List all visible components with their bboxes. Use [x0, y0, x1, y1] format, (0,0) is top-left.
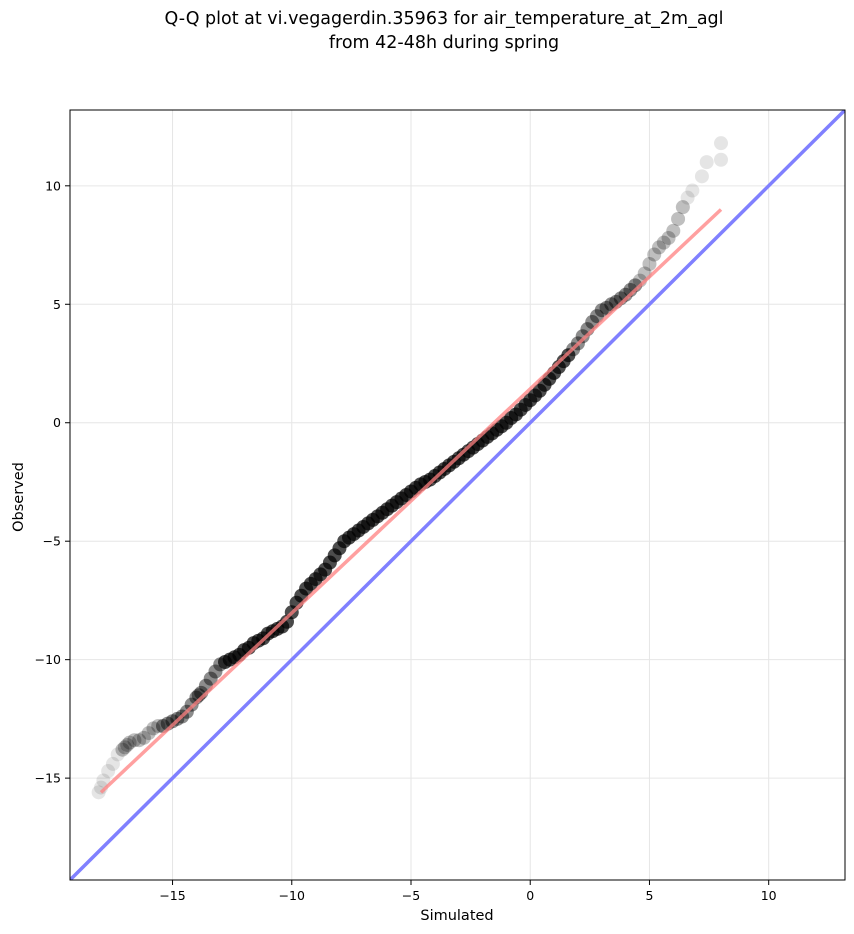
- chart-title-line-2: from 42-48h during spring: [329, 33, 559, 53]
- x-tick-label: 5: [645, 888, 653, 903]
- data-point: [136, 730, 151, 745]
- data-point: [91, 785, 106, 800]
- y-tick-label: −5: [43, 534, 61, 549]
- data-point: [594, 303, 609, 318]
- data-point: [590, 309, 604, 324]
- data-point: [165, 714, 180, 729]
- x-tick-label: −5: [402, 888, 420, 903]
- x-tick-label: −10: [279, 888, 305, 903]
- data-point: [122, 735, 137, 750]
- y-axis-label: Observed: [11, 462, 27, 532]
- data-point: [105, 756, 120, 771]
- data-point: [208, 664, 223, 679]
- x-tick-label: 10: [761, 888, 777, 903]
- data-point: [575, 329, 590, 344]
- data-point: [203, 671, 218, 686]
- data-point: [96, 773, 111, 788]
- data-point: [151, 719, 166, 733]
- data-point: [656, 235, 671, 250]
- data-point: [110, 747, 125, 762]
- y-tick-label: 10: [45, 178, 61, 193]
- data-point: [101, 764, 116, 779]
- axes: −15 −10 −5 0 5 10 −15 −10 −5 0 5 10: [35, 109, 846, 903]
- data-point: [117, 740, 132, 755]
- data-point: [115, 742, 130, 757]
- data-point: [666, 223, 681, 238]
- data-point: [685, 183, 700, 198]
- data-point: [714, 136, 728, 151]
- data-point: [120, 737, 135, 752]
- plot-frame: [69, 109, 846, 881]
- data-point: [661, 230, 676, 245]
- plot-area: [70, 110, 845, 880]
- data-point: [671, 211, 686, 226]
- data-point: [680, 190, 695, 205]
- grid: [70, 110, 845, 880]
- y-tick-label: 0: [53, 415, 61, 430]
- chart-title-line-1: Q-Q plot at vi.vegagerdin.35963 for air_…: [164, 9, 723, 29]
- data-point: [132, 733, 147, 748]
- data-point: [694, 169, 709, 184]
- data-point: [146, 721, 161, 736]
- data-point: [652, 240, 666, 255]
- data-point: [675, 200, 690, 215]
- x-axis-label: Simulated: [420, 908, 493, 924]
- data-point: [642, 257, 657, 271]
- identity-line: [70, 110, 845, 880]
- data-point: [699, 155, 714, 170]
- data-point: [141, 726, 156, 741]
- y-tick-label: −10: [35, 652, 61, 667]
- data-point: [714, 152, 728, 167]
- data-point: [618, 287, 633, 302]
- y-tick-label: −15: [35, 771, 61, 786]
- fit-line: [99, 208, 723, 794]
- x-tick-label: 0: [526, 888, 534, 903]
- data-point: [599, 300, 614, 315]
- data-point: [647, 247, 662, 262]
- data-point: [127, 733, 142, 748]
- x-tick-label: −15: [159, 888, 185, 903]
- y-tick-label: 5: [53, 297, 61, 312]
